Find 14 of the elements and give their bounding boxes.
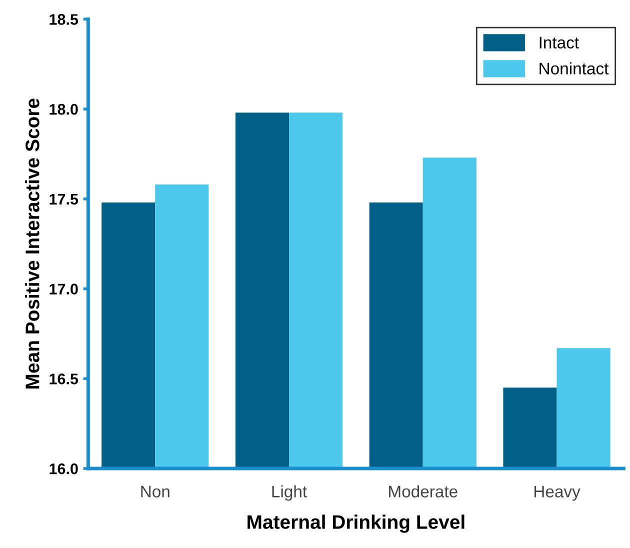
y-tick-label: 18.5 [50, 14, 78, 25]
x-tick-label: Light [272, 485, 307, 501]
y-tick-label: 18.0 [50, 104, 78, 115]
x-tick-label: Moderate [389, 485, 458, 498]
x-tick-label: Non [141, 486, 170, 498]
y-axis-title: Mean Positive Interactive Score [25, 98, 40, 388]
y-tick-label: 17.5 [50, 194, 78, 205]
y-tick-label: 16.0 [50, 463, 78, 474]
legend-label: Intact [540, 36, 579, 49]
y-tick-label: 16.5 [50, 374, 78, 384]
x-tick-label: Heavy [534, 486, 580, 501]
y-tick-label: 17.0 [50, 284, 78, 294]
x-axis-title: Maternal Drinking Level [248, 514, 464, 533]
legend-label: Nonintact [540, 62, 609, 74]
